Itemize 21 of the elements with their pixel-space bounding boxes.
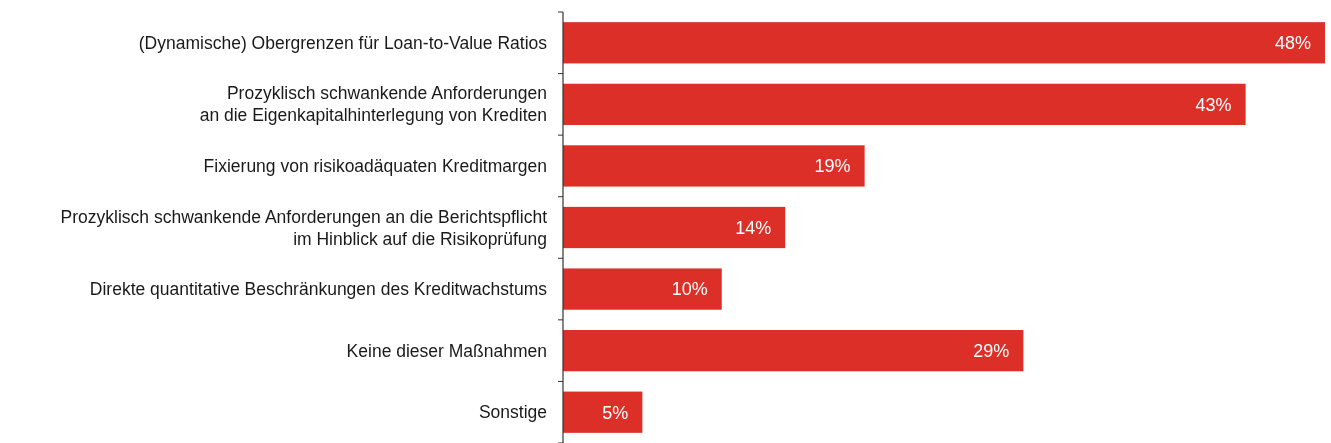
y-tick-label: Sonstige <box>478 402 547 423</box>
bar <box>563 22 1325 64</box>
bar <box>563 391 643 433</box>
y-tick-label: Fixierung von risikoadäquaten Kreditmargen <box>203 156 547 177</box>
data-label: 29% <box>973 340 1010 361</box>
y-tick-label: Prozyklisch schwankende Anforderungen an die Eigenkapitalhinterlegung von Krediten <box>199 83 547 126</box>
data-label: 5% <box>602 402 629 423</box>
data-label: 48% <box>1274 33 1311 54</box>
bar <box>563 330 1024 372</box>
data-label: 43% <box>1195 94 1232 115</box>
data-label: 14% <box>735 217 772 238</box>
data-label: 10% <box>671 279 708 300</box>
bar <box>563 268 722 310</box>
y-tick-label: Direkte quantitative Beschränkungen des Kreditwachstums <box>89 279 548 300</box>
y-tick-label: Prozyklisch schwankende Anforderungen an die Berichtspflicht im Hinblick auf die Risikoprüfung <box>60 206 548 249</box>
y-tick-label: (Dynamische) Obergrenzen für Loan-to-Value Ratios <box>138 32 548 53</box>
bar <box>563 206 786 249</box>
bar <box>563 83 1246 125</box>
y-tick-label: Keine dieser Maßnahmen <box>346 340 547 361</box>
bar <box>563 145 865 187</box>
data-label: 19% <box>814 156 851 177</box>
